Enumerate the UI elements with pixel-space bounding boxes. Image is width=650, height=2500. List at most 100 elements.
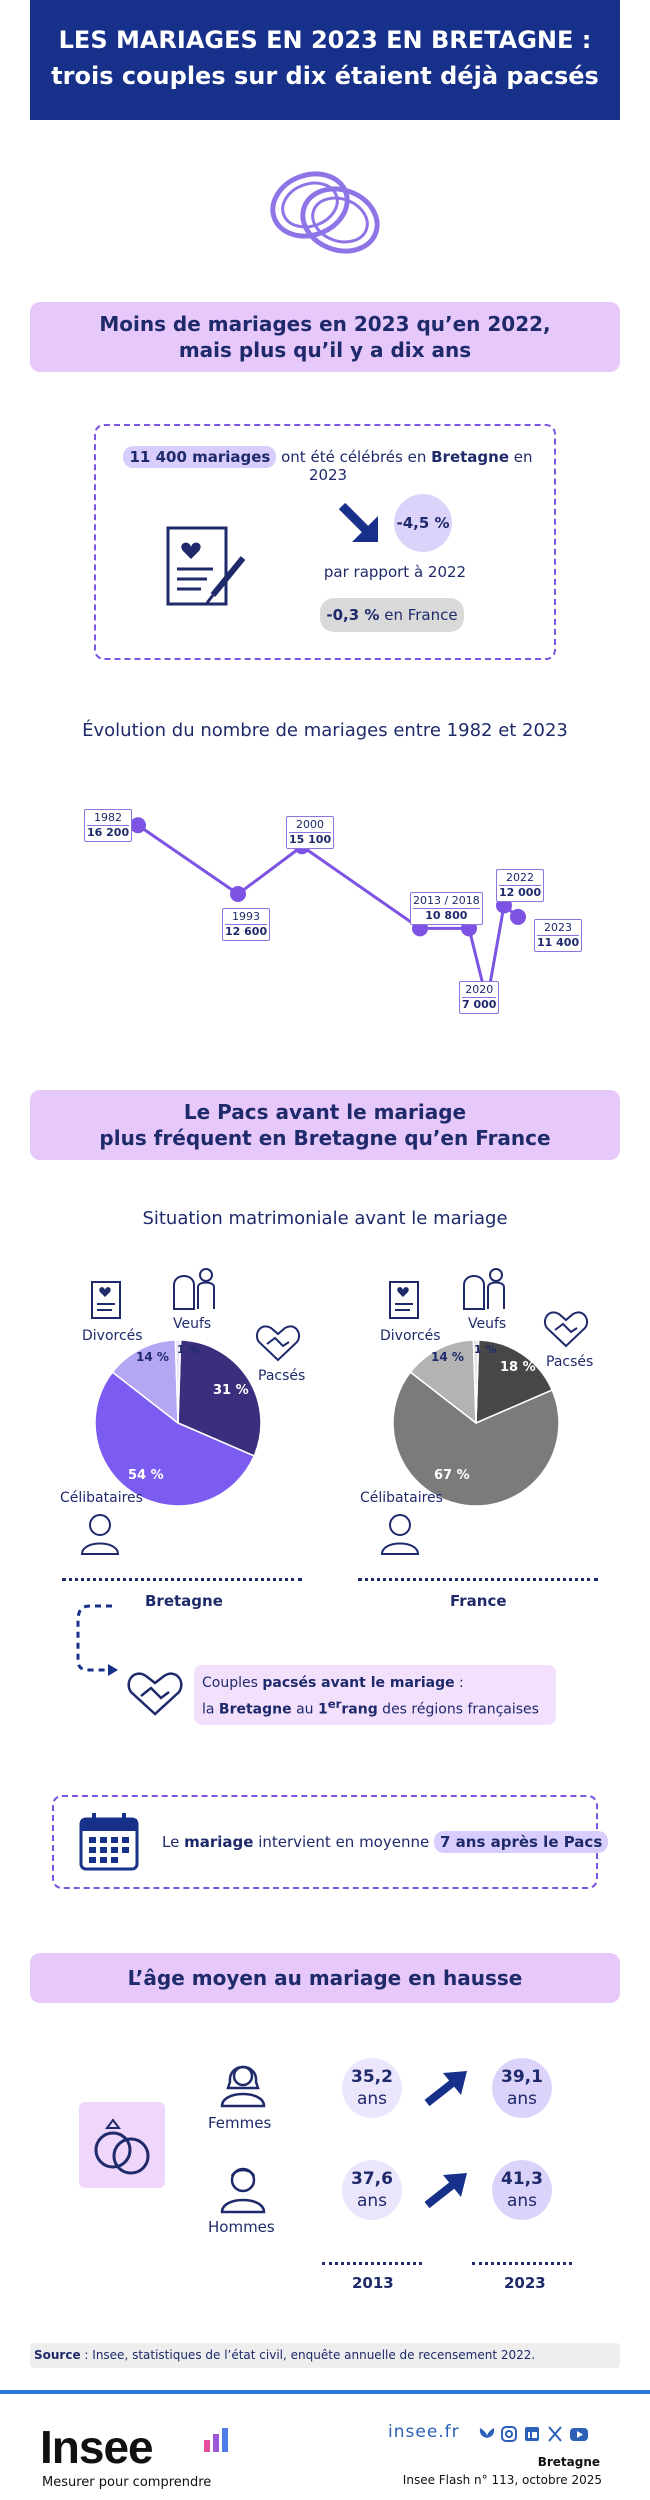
pie-label-pacses-bretagne: 31 % — [213, 1383, 249, 1398]
data-label: 2022 12 000 — [496, 869, 545, 903]
age-value: 35,2 — [351, 2067, 393, 2087]
data-label-year: 2013 / 2018 — [413, 894, 480, 908]
callout-bold: Bretagne — [218, 1701, 292, 1718]
age-unit: ans — [356, 2191, 388, 2211]
pie-label-celib-bretagne: 54 % — [128, 1468, 164, 1483]
data-label-value: 12 000 — [499, 885, 542, 900]
arrow-up-right-icon — [424, 2071, 467, 2107]
age-hommes-2023: 41,3 ans — [492, 2160, 552, 2220]
label-veufs: Veufs — [468, 1316, 507, 1332]
chart-title: Évolution du nombre de mariages entre 19… — [82, 720, 568, 741]
label-pacses: Pacsés — [546, 1354, 594, 1370]
text-fragment: ont été célébrés en — [276, 448, 432, 466]
data-label-value: 16 200 — [87, 825, 130, 840]
insee-logo-bars-icon — [204, 2428, 228, 2452]
instagram-icon[interactable] — [501, 2426, 517, 2442]
data-label-value: 15 100 — [289, 832, 332, 847]
label-hommes: Hommes — [208, 2218, 275, 2236]
pie-chart-bretagne — [94, 1339, 262, 1507]
age-value: 39,1 — [501, 2067, 543, 2087]
pie-label-veufs-bretagne: 1 % — [177, 1343, 200, 1356]
label-celibataires: Célibataires — [60, 1490, 143, 1506]
callout-sup: er — [327, 1697, 342, 1711]
x-icon[interactable] — [548, 2426, 562, 2442]
woman-icon — [220, 2065, 266, 2108]
page-subtitle: trois couples sur dix étaient déjà pacsé… — [51, 62, 599, 90]
age-unit: ans — [506, 2089, 538, 2109]
insee-logo: Insee — [40, 2421, 154, 2473]
label-veufs: Veufs — [173, 1316, 212, 1332]
pacs-callout: Couples pacsés avant le mariage : la Bre… — [194, 1665, 556, 1725]
handshake-heart-icon — [543, 1311, 589, 1348]
text-fragment: Le — [162, 1833, 185, 1851]
pacs-delay-text: Le mariage intervient en moyenne 7 ans a… — [162, 1830, 609, 1854]
calendar-icon — [79, 1813, 139, 1871]
insee-tagline: Mesurer pour comprendre — [42, 2475, 212, 2490]
callout-bold: pacsés avant le mariage — [262, 1675, 455, 1691]
data-label: 1982 16 200 — [84, 809, 133, 843]
data-point — [130, 817, 146, 834]
text-fragment: Couples — [202, 1675, 263, 1691]
pie-slice-celibataires — [94, 1371, 256, 1507]
website-link[interactable]: insee.fr — [388, 2422, 460, 2442]
section-header-age: L’âge moyen au mariage en hausse — [30, 1953, 620, 2003]
text-fragment: intervient en moyenne — [253, 1833, 434, 1851]
pie-name-bretagne: Bretagne — [145, 1592, 223, 1610]
youtube-icon[interactable] — [570, 2428, 588, 2441]
pie-label-veufs-france: 1 % — [474, 1343, 497, 1356]
divider-france — [358, 1578, 598, 1581]
handshake-heart-icon — [255, 1325, 301, 1362]
label-celibataires: Célibataires — [360, 1490, 443, 1506]
pacs-bold: mariage — [184, 1833, 254, 1851]
pacs-delay-highlight: 7 ans après le Pacs — [433, 1831, 609, 1853]
source-label: Source — [34, 2348, 81, 2362]
data-label-value: 7 000 — [462, 996, 497, 1011]
data-point — [510, 908, 526, 925]
header-banner: LES MARIAGES EN 2023 EN BRETAGNE : trois… — [30, 0, 620, 120]
pie-slice-divorces — [409, 1339, 477, 1425]
section-header-mariages: Moins de mariages en 2023 qu’en 2022, ma… — [30, 302, 620, 372]
data-label: 2020 7 000 — [459, 980, 500, 1014]
data-label-year: 2023 — [544, 920, 573, 934]
region-name: Bretagne — [431, 448, 510, 466]
label-divorces: Divorcés — [82, 1328, 143, 1344]
text-fragment: la — [202, 1701, 219, 1718]
data-label: 2013 / 2018 10 800 — [410, 892, 483, 926]
person-icon — [380, 1514, 420, 1555]
dashed-arrow-connector — [76, 1604, 118, 1676]
section-title-line: mais plus qu’il y a dix ans — [178, 338, 472, 362]
divider-2023 — [472, 2262, 572, 2265]
data-label-year: 1993 — [232, 910, 261, 923]
widow-icon — [463, 1268, 505, 1310]
pie-slice-pacses — [475, 1339, 554, 1425]
arrow-down-right-icon — [338, 502, 378, 542]
pie-label-celib-france: 67 % — [434, 1468, 470, 1483]
section-title-line: plus fréquent en Bretagne qu’en France — [99, 1126, 551, 1150]
callout-line2: la Bretagne au 1errang des régions franç… — [202, 1694, 548, 1721]
data-label-value: 10 800 — [413, 908, 480, 923]
pie-slice-pacses — [177, 1339, 262, 1457]
data-label-year: 2022 — [506, 871, 535, 885]
callout-rank: 1 — [317, 1701, 328, 1718]
divorce-document-icon — [389, 1281, 419, 1319]
pie-name-france: France — [450, 1592, 507, 1610]
page-title: LES MARIAGES EN 2023 EN BRETAGNE : — [58, 26, 592, 54]
pie-label-divorces-bretagne: 14 % — [136, 1350, 169, 1364]
footer-publication: Insee Flash n° 113, octobre 2025 — [402, 2473, 602, 2487]
divider-2013 — [322, 2262, 422, 2265]
label-divorces: Divorcés — [380, 1328, 441, 1344]
year-2023: 2023 — [504, 2274, 546, 2292]
linkedin-icon[interactable] — [525, 2427, 539, 2441]
data-label-year: 2020 — [465, 982, 494, 996]
france-label: en France — [379, 606, 458, 624]
rings-square — [79, 2102, 165, 2188]
bluesky-icon[interactable] — [479, 2428, 495, 2438]
pie-subtitle: Situation matrimoniale avant le mariage — [142, 1208, 508, 1229]
divider-bretagne — [62, 1578, 302, 1581]
age-value: 41,3 — [501, 2169, 543, 2189]
data-label: 2023 11 400 — [534, 918, 583, 952]
mariages-count-line: 11 400 mariages ont été célébrés en Bret… — [108, 446, 548, 484]
source-text: : Insee, statistiques de l’état civil, e… — [80, 2348, 536, 2362]
arrow-up-right-icon — [424, 2173, 467, 2209]
data-label-value: 11 400 — [537, 934, 580, 949]
